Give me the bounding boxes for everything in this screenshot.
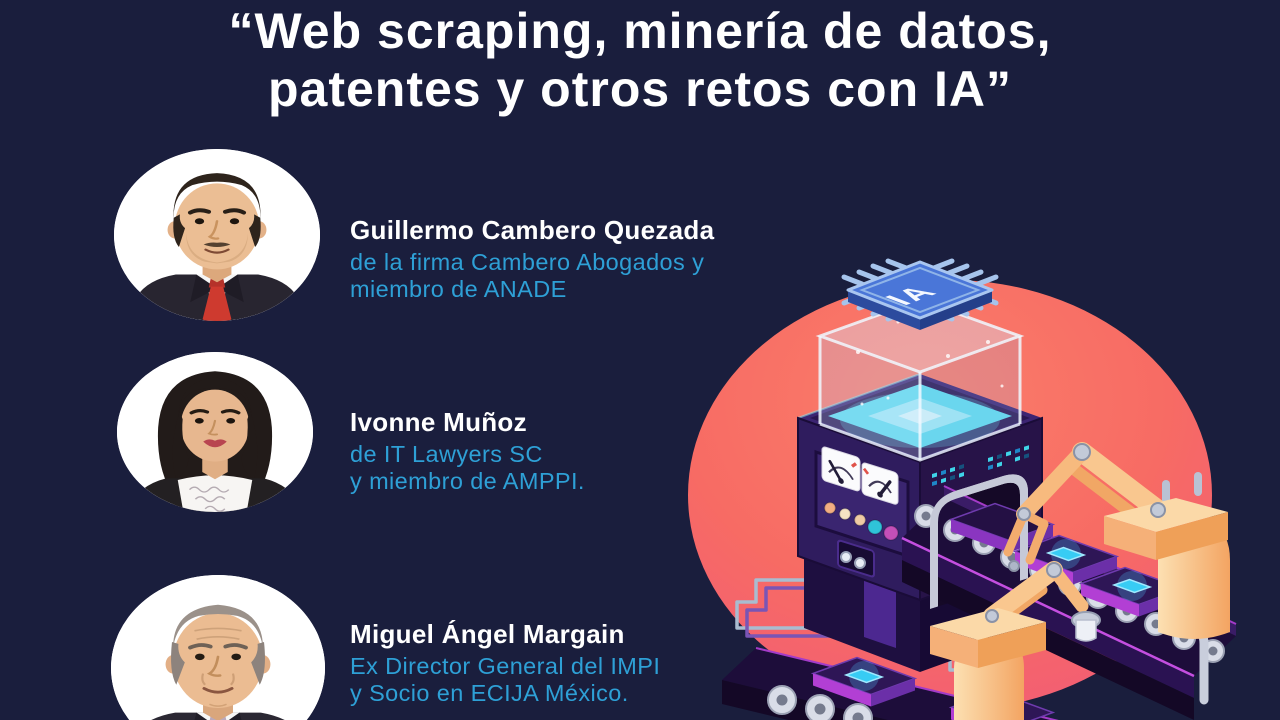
speaker-photo-miguel xyxy=(111,575,325,720)
speaker-photo-guillermo xyxy=(114,149,320,321)
conveyor-tray xyxy=(810,656,918,707)
speaker-role-line: Ex Director General del IMPI xyxy=(350,653,661,679)
title-line-1: “Web scraping, minería de datos, xyxy=(228,3,1052,59)
ai-factory-illustration: IA xyxy=(688,258,1237,720)
speaker-name: Ivonne Muñoz xyxy=(350,407,527,437)
machine-buttons xyxy=(823,501,899,541)
machine-connector xyxy=(837,539,875,578)
robot-arm-center xyxy=(930,561,1101,720)
robot-arm-right xyxy=(1003,442,1230,639)
conveyor-roller xyxy=(767,685,873,720)
speaker-name: Miguel Ángel Margain xyxy=(350,619,625,649)
speaker-role-line: de IT Lawyers SC xyxy=(350,441,543,467)
conveyor-tray xyxy=(1078,566,1186,617)
glass-cube xyxy=(815,298,1025,462)
glass-sparkles xyxy=(856,306,1004,406)
speaker-role-line: y miembro de AMPPI. xyxy=(350,468,585,494)
speaker-role-line: miembro de ANADE xyxy=(350,276,567,302)
portrait-man-suit-red-tie xyxy=(114,149,320,321)
speaker-card-guillermo: Guillermo Cambero Quezada de la firma Ca… xyxy=(350,216,714,303)
event-title: “Web scraping, minería de datos, patente… xyxy=(0,2,1280,118)
speaker-photo-ivonne xyxy=(117,352,313,512)
speaker-role-line: y Socio en ECIJA México. xyxy=(350,680,629,706)
speaker-card-miguel: Miguel Ángel Margain Ex Director General… xyxy=(350,620,660,707)
machine-dot-matrix xyxy=(932,464,964,486)
machine-dot-matrix xyxy=(988,445,1029,470)
ia-chip: IA xyxy=(841,258,999,330)
speaker-card-ivonne: Ivonne Muñoz de IT Lawyers SC y miembro … xyxy=(350,408,585,495)
title-line-2: patentes y otros retos con IA” xyxy=(267,61,1013,117)
speaker-name: Guillermo Cambero Quezada xyxy=(350,215,715,245)
portrait-woman-dark-hair xyxy=(117,352,313,512)
machine-gauge xyxy=(861,462,899,505)
portrait-man-gray-hair xyxy=(111,575,325,720)
machine-gauge xyxy=(821,446,861,492)
speaker-role-line: de la firma Cambero Abogados y xyxy=(350,249,705,275)
